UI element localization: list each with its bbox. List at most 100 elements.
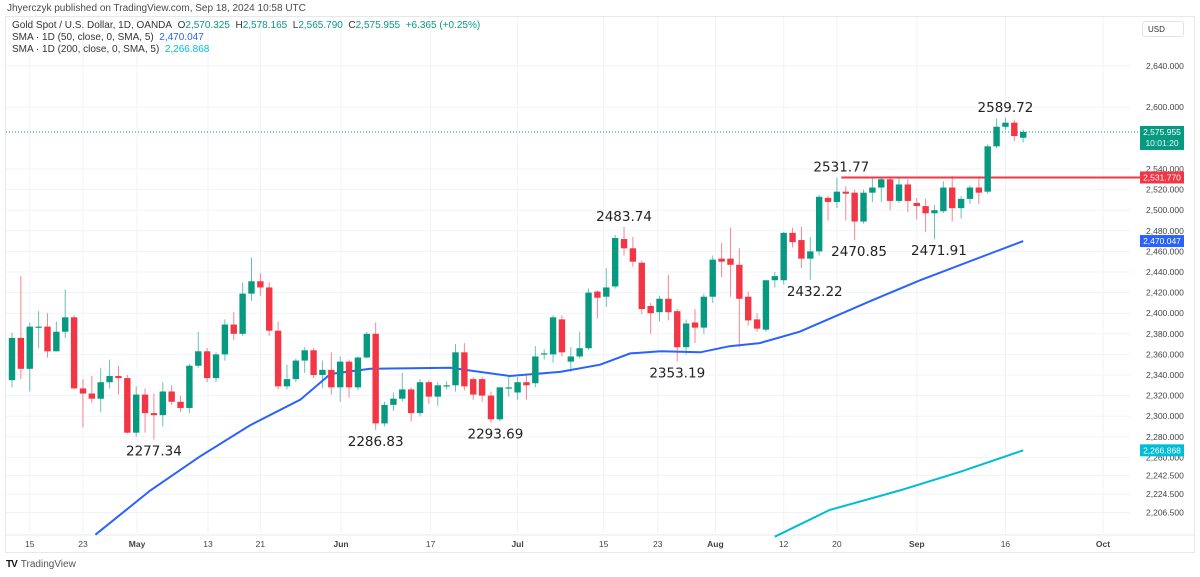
candle-down — [257, 281, 264, 288]
candle-down — [523, 382, 530, 386]
candle-down — [745, 296, 752, 321]
chart-frame — [5, 16, 1195, 553]
price-annotation: 2483.74 — [596, 209, 652, 225]
candle-down — [115, 376, 122, 379]
price-annotation: 2293.69 — [468, 427, 524, 443]
logo-text: TradingView — [20, 559, 76, 570]
candle-up — [62, 317, 69, 332]
candle-up — [833, 191, 841, 202]
candle-down — [922, 206, 929, 214]
candle-up — [301, 350, 308, 361]
candle-up — [780, 232, 787, 281]
x-tick-label: 20 — [832, 539, 842, 549]
candle-up — [381, 404, 388, 424]
candle-up — [434, 385, 441, 397]
candle-down — [629, 248, 637, 262]
candle-down — [824, 197, 832, 202]
candle-down — [124, 378, 131, 433]
y-tick-label: 2,500.000 — [1146, 205, 1184, 215]
price-tag — [1140, 235, 1184, 248]
candle-up — [319, 369, 326, 375]
y-tick-label: 2,380.000 — [1146, 329, 1184, 339]
candle-up — [354, 357, 362, 388]
sma200-value: 2,266.868 — [164, 44, 210, 55]
y-tick-label: 2,224.500 — [1146, 489, 1184, 499]
price-tag-label: 2,266.868 — [1143, 445, 1181, 455]
symbol-name[interactable]: Gold Spot / U.S. Dollar, 1D, OANDA — [12, 20, 173, 31]
price-tag-label: 2,575.955 — [1143, 127, 1181, 137]
candle-down — [558, 319, 566, 353]
y-tick-label: 2,600.000 — [1146, 102, 1184, 112]
currency-button[interactable]: USD — [1142, 21, 1184, 37]
candle-up — [878, 179, 885, 188]
candle-up — [771, 276, 779, 281]
sma50-line — [94, 240, 1024, 536]
sma200-label: SMA · 1D (200, close, 0, SMA, 5) — [12, 44, 160, 55]
candle-down — [17, 337, 25, 369]
candle-up — [221, 324, 229, 355]
price-annotation: 2471.91 — [911, 243, 967, 259]
candle-down — [647, 305, 654, 314]
candle-down — [88, 393, 96, 399]
legend-symbol-row: Gold Spot / U.S. Dollar, 1D, OANDA O2,57… — [12, 20, 480, 32]
candle-down — [470, 379, 477, 395]
x-tick-label: Sep — [909, 539, 925, 549]
candle-up — [807, 251, 814, 259]
candle-down — [594, 291, 601, 298]
candle-up — [132, 394, 140, 433]
tradingview-logo-icon: TV — [6, 559, 18, 570]
candle-up — [984, 146, 991, 192]
legend-sma200-row[interactable]: SMA · 1D (200, close, 0, SMA, 5) 2,266.8… — [12, 44, 480, 56]
candle-up — [195, 351, 202, 366]
candle-down — [913, 202, 920, 207]
sma200-line — [774, 449, 1024, 538]
tradingview-logo[interactable]: TV TradingView — [6, 559, 76, 570]
candle-up — [1019, 131, 1027, 138]
candle-down — [310, 350, 317, 375]
candle-up — [1002, 122, 1009, 127]
x-tick-label: 13 — [203, 539, 213, 549]
candle-down — [789, 232, 796, 243]
candle-up — [656, 298, 663, 313]
candle-up — [549, 317, 557, 355]
high-value: 2,578.165 — [242, 20, 288, 31]
sma50-label: SMA · 1D (50, close, 0, SMA, 5) — [12, 32, 154, 43]
candle-down — [203, 351, 211, 379]
candle-up — [966, 187, 974, 199]
candle-up — [869, 187, 876, 193]
candle-down — [798, 240, 805, 259]
candle-up — [159, 391, 166, 416]
candle-up — [957, 198, 965, 209]
candle-up — [399, 389, 406, 399]
y-tick-label: 2,440.000 — [1146, 267, 1184, 277]
candle-down — [691, 322, 699, 328]
candle-up — [212, 354, 220, 379]
candle-up — [603, 287, 610, 297]
candle-down — [44, 326, 51, 352]
price-tag — [1140, 171, 1184, 184]
x-tick-label: 12 — [779, 539, 789, 549]
y-tick-label: 2,260.000 — [1146, 452, 1184, 462]
candle-up — [248, 281, 255, 294]
x-tick-label: Jun — [334, 539, 349, 549]
low-label: L — [292, 20, 299, 31]
candle-up — [283, 379, 291, 387]
candle-up — [53, 331, 60, 352]
y-tick-label: 2,280.000 — [1146, 432, 1184, 442]
candle-down — [79, 388, 87, 394]
candle-down — [425, 382, 433, 397]
candle-down — [461, 352, 468, 387]
x-tick-label: 21 — [256, 539, 266, 549]
candle-up — [567, 356, 575, 362]
legend-sma50-row[interactable]: SMA · 1D (50, close, 0, SMA, 5) 2,470.04… — [12, 32, 480, 44]
candle-down — [266, 287, 273, 331]
candle-up — [514, 382, 521, 393]
candle-down — [851, 192, 858, 222]
candle-down — [70, 317, 78, 389]
candle-up — [363, 333, 370, 358]
candle-up — [292, 360, 300, 380]
candle-down — [345, 361, 353, 388]
y-tick-label: 2,640.000 — [1146, 61, 1184, 71]
price-annotation: 2470.85 — [831, 244, 887, 260]
